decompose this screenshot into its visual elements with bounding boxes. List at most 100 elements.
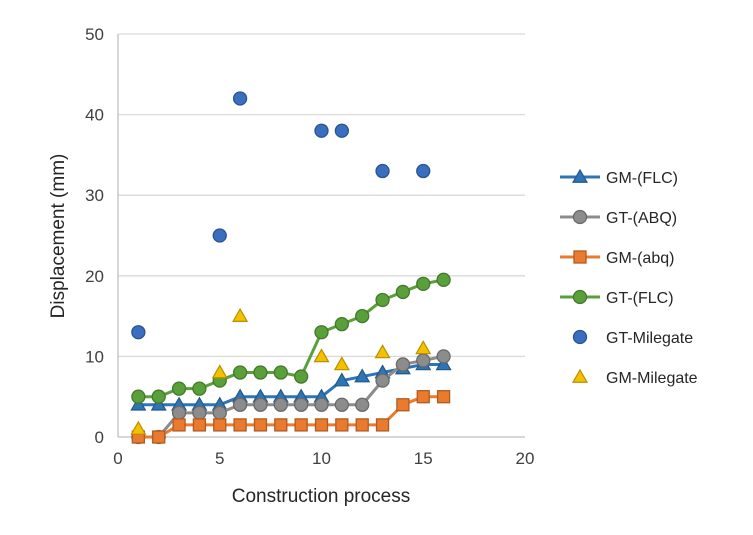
x-tick-label: 5 bbox=[215, 449, 224, 468]
legend-item-gt-abq: GT-(ABQ) bbox=[560, 209, 677, 227]
data-point-gt-milegate bbox=[334, 123, 350, 138]
y-tick-label: 20 bbox=[85, 267, 104, 286]
series-line-gt-flc bbox=[138, 278, 444, 399]
data-point-gt-flc bbox=[375, 292, 390, 308]
axis-layer: 0 10 20 30 40 50 0 5 10 15 20 bbox=[85, 25, 534, 468]
y-axis-title: Displacement (mm) bbox=[48, 154, 69, 319]
series-gm-milegate bbox=[130, 307, 432, 435]
data-point-gm-flc bbox=[435, 356, 452, 371]
legend-item-gm-flc: GM-(FLC) bbox=[560, 168, 678, 187]
data-point-gm-abq bbox=[416, 390, 430, 404]
data-point-gt-flc bbox=[334, 317, 350, 332]
y-tick-label: 0 bbox=[95, 428, 104, 447]
data-point-gt-abq bbox=[436, 349, 451, 364]
data-point-gm-abq bbox=[355, 418, 369, 432]
data-point-gt-abq bbox=[375, 373, 390, 388]
data-point-gt-flc bbox=[232, 365, 248, 380]
data-point-gt-flc bbox=[171, 381, 187, 396]
data-point-gt-abq bbox=[395, 357, 411, 372]
x-tick-label: 10 bbox=[312, 449, 331, 468]
series-layer bbox=[130, 91, 452, 445]
data-point-gt-abq bbox=[232, 397, 248, 412]
data-point-gm-milegate bbox=[415, 340, 432, 355]
legend-item-gt-flc: GT-(FLC) bbox=[560, 289, 674, 307]
data-point-gm-milegate bbox=[232, 307, 249, 322]
data-point-gt-abq bbox=[212, 405, 227, 420]
x-axis-title: Construction process bbox=[232, 486, 410, 507]
y-tick-label: 50 bbox=[85, 25, 104, 44]
legend-marker bbox=[571, 168, 589, 183]
data-point-gm-milegate bbox=[211, 364, 228, 379]
y-tick-label: 10 bbox=[85, 347, 104, 366]
data-point-gt-abq bbox=[253, 397, 268, 412]
x-tick-label: 0 bbox=[113, 449, 122, 468]
data-point-gt-flc bbox=[131, 389, 146, 404]
data-point-gm-abq bbox=[396, 398, 410, 412]
data-point-gt-abq bbox=[355, 397, 370, 412]
data-point-gt-milegate bbox=[131, 325, 146, 340]
series-gt-milegate bbox=[131, 91, 431, 340]
data-point-gm-flc bbox=[354, 368, 371, 383]
legend-label: GT-(FLC) bbox=[606, 290, 674, 307]
legend-label: GM-(FLC) bbox=[606, 170, 678, 187]
series-line-gm-abq bbox=[138, 395, 444, 439]
data-point-gt-milegate bbox=[212, 228, 227, 243]
legend-item-gm-milegate: GM-Milegate bbox=[571, 368, 698, 387]
y-tick-label: 30 bbox=[85, 186, 104, 205]
data-point-gt-flc bbox=[192, 381, 207, 396]
data-point-gt-abq bbox=[334, 397, 350, 412]
data-point-gt-abq bbox=[314, 397, 329, 412]
data-point-gm-abq bbox=[335, 418, 349, 432]
data-point-gt-milegate bbox=[314, 123, 329, 138]
data-point-gm-abq bbox=[253, 418, 268, 432]
data-point-gt-abq bbox=[293, 397, 309, 412]
data-point-gm-milegate bbox=[130, 420, 147, 435]
data-point-gm-abq bbox=[233, 418, 247, 432]
data-point-gm-flc bbox=[333, 372, 350, 387]
data-point-gm-flc bbox=[130, 396, 147, 411]
data-point-gm-abq bbox=[172, 418, 186, 432]
data-point-gt-flc bbox=[436, 272, 451, 287]
legend-label: GM-(abq) bbox=[606, 250, 674, 267]
data-point-gt-flc bbox=[314, 325, 329, 340]
data-point-gm-abq bbox=[192, 418, 207, 432]
data-point-gt-abq bbox=[192, 405, 207, 420]
data-point-gm-abq bbox=[294, 418, 308, 432]
data-point-gt-milegate bbox=[375, 163, 390, 179]
legend-label: GT-(ABQ) bbox=[606, 210, 677, 227]
data-point-gm-abq bbox=[213, 418, 227, 432]
legend: GM-(FLC) GT-(ABQ) GM-(abq) GT-(FLC) GT-Mileg… bbox=[560, 168, 698, 387]
legend-marker bbox=[572, 289, 588, 305]
data-point-gt-flc bbox=[151, 389, 166, 404]
data-point-gt-flc bbox=[395, 284, 411, 300]
data-point-gm-abq bbox=[314, 418, 329, 432]
legend-marker bbox=[572, 329, 588, 345]
legend-marker bbox=[572, 209, 588, 225]
series-line-gt-abq bbox=[138, 354, 444, 439]
data-point-gt-milegate bbox=[416, 163, 431, 179]
data-point-gm-abq bbox=[375, 418, 390, 432]
data-point-gm-abq bbox=[152, 430, 166, 444]
data-point-gt-abq bbox=[171, 405, 187, 420]
data-point-gt-flc bbox=[253, 365, 268, 380]
series-line-gm-flc bbox=[138, 362, 444, 407]
data-point-gm-abq bbox=[436, 390, 451, 404]
data-point-gt-milegate bbox=[232, 91, 248, 106]
legend-item-gm-abq: GM-(abq) bbox=[560, 250, 674, 267]
data-point-gm-milegate bbox=[333, 356, 350, 371]
data-point-gt-flc bbox=[355, 308, 370, 324]
y-tick-label: 40 bbox=[85, 106, 104, 125]
x-tick-label: 15 bbox=[414, 449, 433, 468]
legend-marker bbox=[573, 250, 587, 264]
data-point-gm-flc bbox=[150, 396, 167, 411]
data-point-gm-milegate bbox=[313, 348, 330, 363]
series-gt-flc bbox=[131, 272, 451, 404]
data-point-gm-milegate bbox=[374, 344, 391, 359]
data-point-gt-flc bbox=[416, 276, 431, 292]
legend-label: GT-Milegate bbox=[606, 330, 693, 347]
data-point-gt-abq bbox=[273, 397, 288, 412]
data-point-gt-abq bbox=[416, 353, 431, 368]
data-point-gt-flc bbox=[273, 365, 288, 380]
